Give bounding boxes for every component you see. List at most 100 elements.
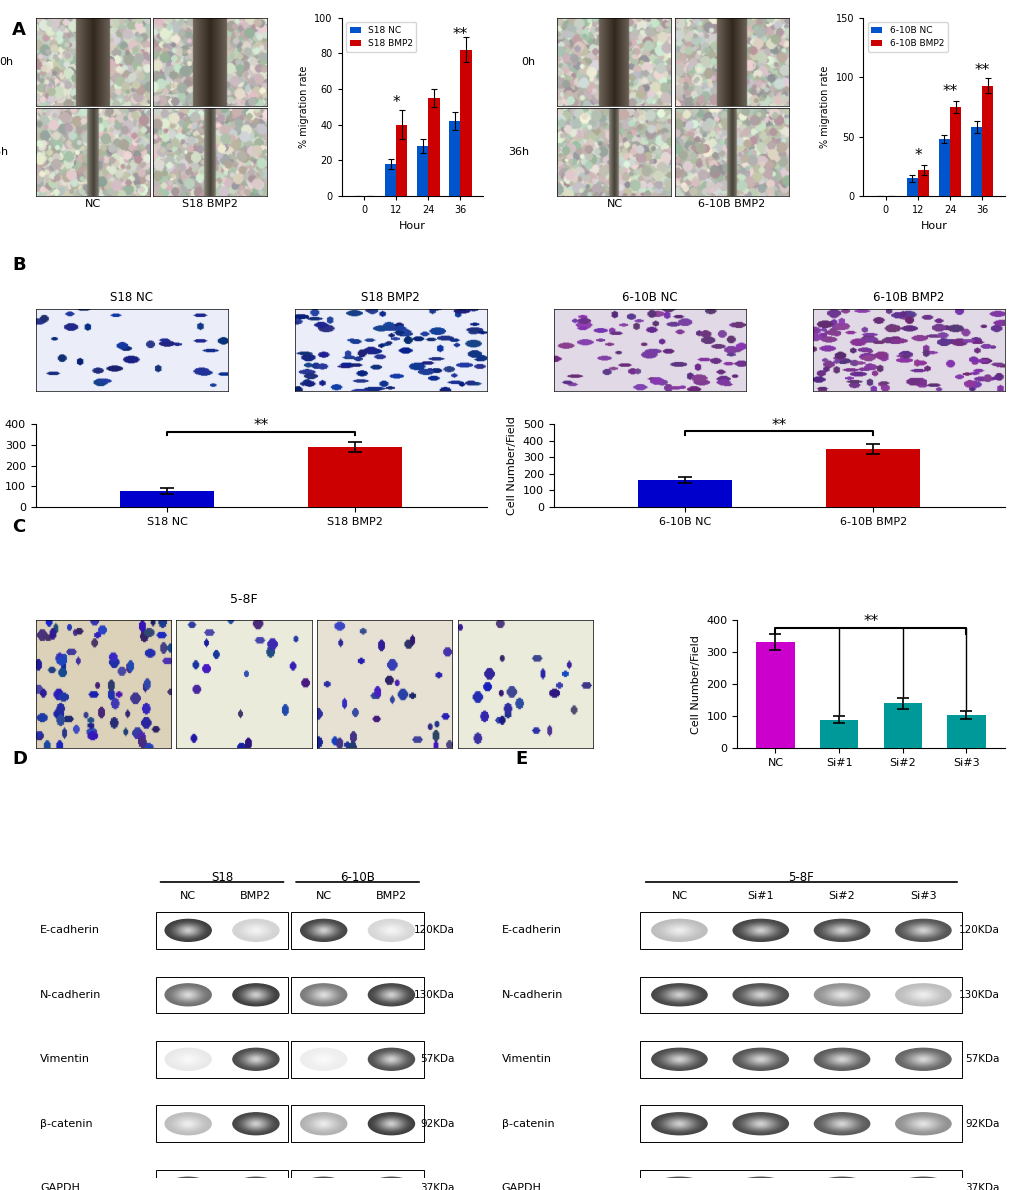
Ellipse shape — [917, 1121, 928, 1126]
Ellipse shape — [833, 927, 851, 934]
Ellipse shape — [822, 923, 860, 938]
Ellipse shape — [667, 1184, 690, 1190]
Text: 57KDa: 57KDa — [964, 1054, 999, 1064]
Ellipse shape — [676, 1058, 683, 1060]
Ellipse shape — [901, 1051, 945, 1069]
Ellipse shape — [658, 1180, 699, 1190]
Ellipse shape — [373, 1051, 410, 1069]
Ellipse shape — [310, 1182, 337, 1190]
Ellipse shape — [756, 1122, 763, 1126]
Ellipse shape — [382, 1184, 400, 1190]
Ellipse shape — [314, 926, 332, 934]
Ellipse shape — [758, 1059, 762, 1060]
Ellipse shape — [304, 1050, 343, 1069]
Ellipse shape — [828, 990, 854, 1000]
Ellipse shape — [175, 1183, 201, 1190]
Text: Si#1: Si#1 — [747, 891, 773, 902]
Ellipse shape — [735, 1050, 786, 1070]
Ellipse shape — [813, 1113, 869, 1135]
Ellipse shape — [377, 1117, 405, 1130]
Ellipse shape — [380, 1119, 401, 1129]
Ellipse shape — [242, 988, 269, 1002]
Ellipse shape — [379, 1183, 404, 1190]
Ellipse shape — [238, 1180, 272, 1190]
Text: Vimentin: Vimentin — [501, 1054, 551, 1064]
Ellipse shape — [826, 989, 856, 1001]
Ellipse shape — [817, 1050, 865, 1069]
Ellipse shape — [181, 1121, 194, 1127]
X-axis label: S18 BMP2: S18 BMP2 — [182, 199, 237, 208]
Ellipse shape — [308, 988, 338, 1002]
Ellipse shape — [385, 927, 397, 933]
Ellipse shape — [813, 984, 869, 1006]
Ellipse shape — [838, 1122, 845, 1126]
Bar — [970, 127, 981, 196]
Ellipse shape — [250, 1185, 262, 1190]
Ellipse shape — [247, 926, 265, 934]
Ellipse shape — [253, 929, 259, 932]
Ellipse shape — [822, 1116, 860, 1130]
Title: S18 BMP2: S18 BMP2 — [361, 290, 420, 303]
Ellipse shape — [248, 991, 263, 998]
Ellipse shape — [174, 1182, 202, 1190]
Ellipse shape — [302, 1114, 344, 1134]
Ellipse shape — [184, 1186, 191, 1190]
Ellipse shape — [307, 987, 340, 1003]
Ellipse shape — [322, 929, 325, 931]
Text: β-catenin: β-catenin — [40, 1119, 93, 1129]
Ellipse shape — [920, 929, 924, 931]
Ellipse shape — [662, 1053, 695, 1066]
Ellipse shape — [245, 1183, 266, 1190]
Ellipse shape — [906, 1182, 940, 1190]
Ellipse shape — [371, 921, 411, 940]
Ellipse shape — [753, 1185, 767, 1190]
Ellipse shape — [836, 1186, 847, 1190]
Y-axis label: 36h: 36h — [0, 148, 8, 157]
Ellipse shape — [178, 1184, 198, 1190]
Ellipse shape — [651, 984, 706, 1006]
Ellipse shape — [819, 987, 863, 1003]
Ellipse shape — [655, 1050, 703, 1069]
Ellipse shape — [813, 1177, 869, 1190]
Ellipse shape — [305, 1179, 341, 1190]
Ellipse shape — [310, 1053, 337, 1066]
Ellipse shape — [915, 1057, 930, 1063]
Ellipse shape — [899, 1114, 947, 1133]
Text: A: A — [12, 21, 26, 39]
Ellipse shape — [840, 1059, 843, 1060]
Ellipse shape — [840, 929, 843, 931]
Ellipse shape — [373, 921, 410, 939]
Ellipse shape — [388, 1186, 394, 1190]
Ellipse shape — [253, 1186, 259, 1190]
Ellipse shape — [895, 1177, 950, 1190]
Text: E-cadherin: E-cadherin — [40, 926, 100, 935]
Ellipse shape — [733, 984, 788, 1006]
Ellipse shape — [664, 925, 694, 937]
Ellipse shape — [733, 1048, 788, 1070]
Ellipse shape — [901, 1115, 945, 1133]
Ellipse shape — [244, 925, 268, 937]
Ellipse shape — [656, 1051, 701, 1069]
Text: **: ** — [770, 418, 786, 433]
Y-axis label: 36h: 36h — [508, 148, 529, 157]
Ellipse shape — [913, 1184, 931, 1190]
Ellipse shape — [651, 1177, 706, 1190]
Ellipse shape — [906, 988, 940, 1002]
Bar — [428, 98, 439, 196]
Ellipse shape — [175, 925, 201, 937]
Ellipse shape — [834, 1057, 849, 1063]
Text: 57KDa: 57KDa — [420, 1054, 454, 1064]
Ellipse shape — [165, 1113, 211, 1135]
Ellipse shape — [174, 923, 202, 937]
Ellipse shape — [833, 1120, 851, 1127]
Ellipse shape — [744, 988, 776, 1002]
Text: 37KDa: 37KDa — [420, 1183, 454, 1190]
Ellipse shape — [245, 926, 266, 935]
Ellipse shape — [826, 925, 856, 937]
Ellipse shape — [389, 994, 392, 996]
Ellipse shape — [915, 1185, 930, 1190]
Ellipse shape — [742, 1052, 779, 1066]
Ellipse shape — [751, 1056, 769, 1063]
Ellipse shape — [317, 1121, 329, 1127]
Ellipse shape — [237, 1115, 274, 1133]
